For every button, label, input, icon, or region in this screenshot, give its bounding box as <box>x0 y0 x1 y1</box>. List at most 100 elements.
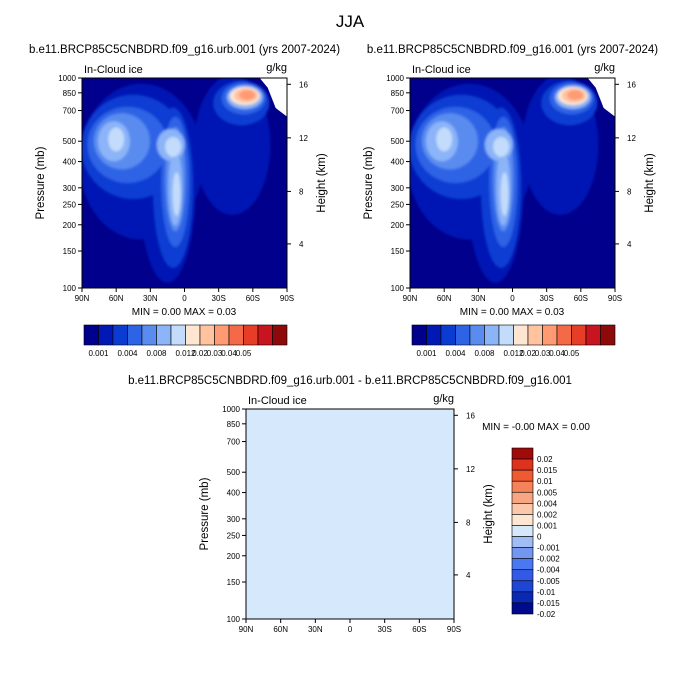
height-tick-label: 8 <box>627 187 632 196</box>
y-tick-label: 250 <box>391 200 405 209</box>
y-right-axis-label: Height (km) <box>483 484 495 544</box>
colorbar-swatch <box>156 324 172 346</box>
y-tick-label: 400 <box>391 158 405 167</box>
colorbar-swatch <box>513 324 529 346</box>
y-tick-label: 150 <box>227 578 241 587</box>
height-tick-label: 16 <box>627 80 636 89</box>
x-tick-label: 30N <box>308 625 323 634</box>
height-tick-label: 16 <box>299 80 308 89</box>
colorbar-label: 0.001 <box>537 521 558 530</box>
colorbar-swatch <box>469 324 485 346</box>
x-tick-label: 90N <box>75 294 90 303</box>
min-max-label: MIN = 0.00 MAX = 0.03 <box>132 307 237 318</box>
y-tick-label: 300 <box>227 515 241 524</box>
colorbar-swatch <box>542 324 558 346</box>
x-tick-label: 60S <box>246 294 260 303</box>
y-tick-label: 300 <box>391 184 405 193</box>
colorbar-swatch <box>511 580 534 593</box>
colorbar-swatch <box>127 324 143 346</box>
colorbar-swatch <box>511 536 534 548</box>
colorbar-swatch <box>484 324 500 346</box>
min-max-label: MIN = 0.00 MAX = 0.03 <box>460 307 565 318</box>
y-tick-label: 700 <box>391 107 405 116</box>
colorbar-label: 0.03 <box>535 349 551 358</box>
height-tick-label: 12 <box>466 465 475 474</box>
y-tick-label: 850 <box>227 420 241 429</box>
x-tick-label: 0 <box>510 294 515 303</box>
colorbar-label: 0.04 <box>549 349 565 358</box>
y-tick-label: 500 <box>63 137 77 146</box>
y-tick-label: 100 <box>227 615 241 624</box>
y-tick-label: 200 <box>391 221 405 230</box>
height-tick-label: 4 <box>466 571 471 580</box>
colorbar-swatch <box>141 324 157 346</box>
colorbar-swatch <box>98 324 114 346</box>
colorbar-swatch <box>600 324 616 346</box>
y-tick-label: 100 <box>63 284 77 293</box>
colorbar-swatch <box>585 324 601 346</box>
field-label: In-Cloud ice <box>248 395 307 407</box>
colorbar-label: 0.005 <box>537 488 558 497</box>
x-tick-label: 30N <box>143 294 158 303</box>
contour-level <box>108 127 125 152</box>
colorbar-swatch <box>411 324 427 346</box>
panel-title: b.e11.BRCP85C5CNBDRD.f09_g16.urb.001 - b… <box>128 375 572 387</box>
colorbar-swatch <box>272 324 288 346</box>
colorbar-swatch <box>170 324 186 346</box>
colorbar-label: 0.03 <box>207 349 223 358</box>
field-blobs <box>82 78 271 283</box>
colorbar-swatch <box>511 558 534 571</box>
colorbar-swatch <box>511 480 534 493</box>
panel-title: b.e11.BRCP85C5CNBDRD.f09_g16.urb.001 (yr… <box>29 44 340 56</box>
y-tick-label: 1000 <box>386 74 404 83</box>
colorbar-swatch <box>511 569 534 582</box>
colorbar-swatch <box>257 324 273 346</box>
colorbar-label: 0.008 <box>146 349 167 358</box>
x-tick-label: 0 <box>348 625 353 634</box>
colorbar-label: 0.008 <box>474 349 495 358</box>
height-tick-label: 4 <box>299 240 304 249</box>
y-tick-label: 150 <box>391 247 405 256</box>
x-tick-label: 30S <box>212 294 226 303</box>
colorbar-label: 0.04 <box>221 349 237 358</box>
x-tick-label: 60N <box>437 294 452 303</box>
x-tick-label: 60N <box>273 625 288 634</box>
y-tick-label: 850 <box>63 89 77 98</box>
contour-level <box>239 89 256 100</box>
colorbar-label: -0.005 <box>537 577 560 586</box>
colorbar-swatch <box>426 324 442 346</box>
colorbar-swatch <box>511 602 534 615</box>
contour-level <box>172 172 181 217</box>
colorbar-label: 0.02 <box>192 349 208 358</box>
colorbar-label: 0.002 <box>537 510 558 519</box>
units-label: g/kg <box>266 62 287 74</box>
y-tick-label: 400 <box>227 489 241 498</box>
colorbar-swatch <box>455 324 471 346</box>
x-tick-label: 60S <box>574 294 588 303</box>
x-tick-label: 0 <box>182 294 187 303</box>
height-tick-label: 12 <box>299 134 308 143</box>
colorbar-swatch <box>511 547 534 559</box>
colorbar-swatch <box>511 514 534 526</box>
colorbar-swatch <box>527 324 543 346</box>
colorbar-swatch <box>243 324 259 346</box>
x-tick-label: 60S <box>412 625 426 634</box>
colorbar-label: 0.01 <box>537 477 553 486</box>
height-tick-label: 4 <box>627 240 632 249</box>
height-tick-label: 8 <box>299 187 304 196</box>
x-tick-label: 90N <box>403 294 418 303</box>
contour-level <box>500 172 509 217</box>
colorbar-swatch <box>511 491 534 504</box>
y-tick-label: 250 <box>63 200 77 209</box>
colorbar-swatch <box>498 324 514 346</box>
contour-level <box>165 136 182 157</box>
colorbar-swatch <box>556 324 572 346</box>
colorbar-label: 0.012 <box>503 349 524 358</box>
x-tick-label: 30S <box>378 625 392 634</box>
colorbar-swatch <box>440 324 456 346</box>
x-tick-label: 90S <box>447 625 461 634</box>
colorbar-label: -0.02 <box>537 610 556 619</box>
